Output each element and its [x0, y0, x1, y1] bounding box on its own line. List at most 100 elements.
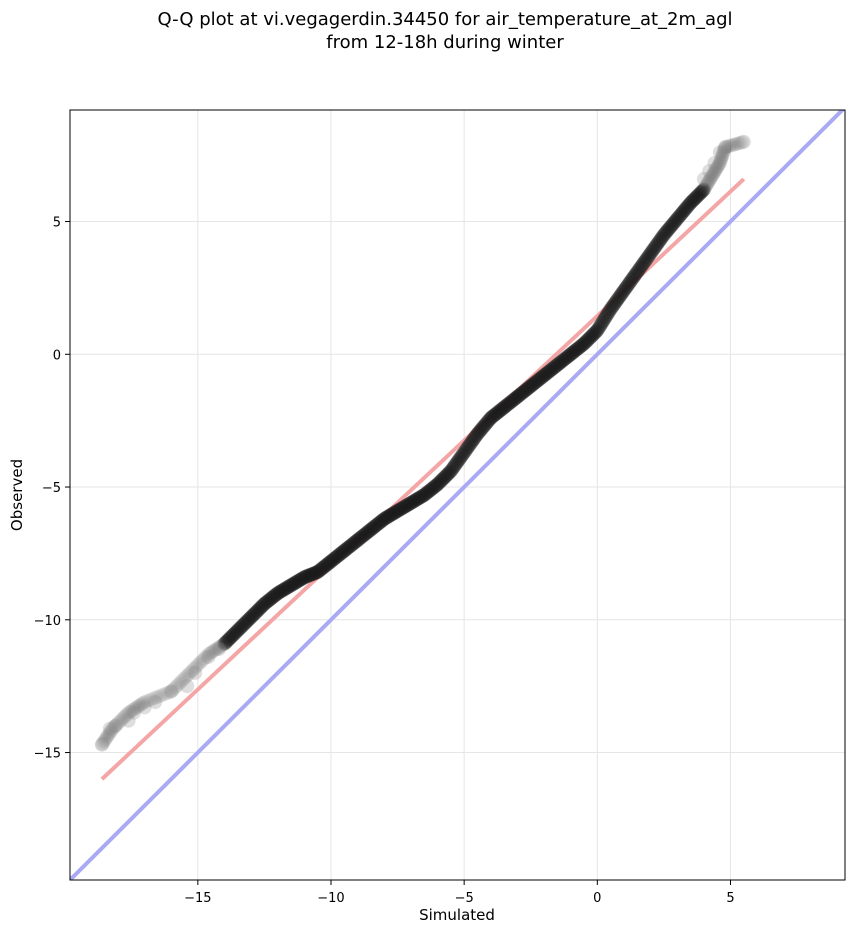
qq-point: [706, 166, 721, 181]
qq-point: [295, 571, 310, 586]
qq-point: [518, 383, 533, 398]
qq-point: [242, 612, 257, 627]
qq-point: [397, 499, 412, 514]
qq-point: [529, 374, 544, 389]
qq-point: [528, 375, 543, 390]
qq-point: [290, 574, 305, 589]
qq-point: [692, 187, 707, 202]
qq-point: [303, 568, 318, 583]
qq-point: [704, 169, 719, 184]
qq-point: [337, 543, 352, 558]
qq-point: [605, 299, 620, 314]
qq-point: [121, 705, 136, 720]
qq-point: [522, 379, 537, 394]
qq-point: [343, 538, 358, 553]
qq-point: [732, 136, 747, 150]
qq-point: [164, 684, 179, 699]
qq-point: [576, 337, 591, 352]
qq-point: [544, 362, 559, 377]
qq-point: [234, 619, 249, 634]
qq-point: [538, 367, 553, 382]
qq-point: [686, 193, 701, 208]
qq-point: [246, 607, 261, 622]
qq-point: [594, 317, 609, 332]
qq-point: [582, 330, 597, 345]
qq-point: [465, 433, 480, 448]
qq-point: [610, 292, 625, 307]
qq-point: [440, 467, 455, 482]
qq-point: [247, 606, 262, 621]
qq-point: [550, 357, 565, 372]
qq-point: [712, 156, 727, 171]
qq-point: [649, 238, 664, 253]
qq-point: [726, 137, 741, 152]
qq-point: [366, 520, 381, 535]
qq-point: [245, 609, 260, 624]
qq-point: [583, 330, 598, 345]
qq-point: [631, 263, 646, 278]
qq-point: [422, 483, 437, 498]
qq-point: [220, 633, 235, 648]
qq-point: [396, 500, 411, 515]
qq-point: [198, 649, 213, 664]
qq-point: [630, 264, 645, 279]
qq-point: [208, 642, 223, 657]
qq-point: [316, 560, 331, 575]
qq-point: [525, 377, 540, 392]
qq-point: [409, 492, 424, 507]
qq-point: [197, 651, 212, 666]
qq-point: [502, 395, 517, 410]
qq-point: [481, 413, 496, 428]
qq-point: [644, 245, 659, 260]
qq-point: [557, 352, 572, 367]
qq-point: [357, 527, 372, 542]
qq-point: [162, 685, 177, 700]
qq-point: [96, 735, 111, 750]
qq-point: [443, 464, 458, 479]
qq-point: [356, 528, 371, 543]
qq-point: [112, 714, 127, 729]
qq-point: [552, 356, 567, 371]
qq-point: [373, 514, 388, 529]
qq-point: [492, 404, 507, 419]
qq-point: [599, 308, 614, 323]
qq-point: [495, 401, 510, 416]
qq-point: [248, 605, 263, 620]
qq-point: [654, 230, 669, 245]
qq-point: [581, 331, 596, 346]
qq-point: [327, 551, 342, 566]
qq-point: [209, 642, 224, 656]
qq-point: [314, 561, 329, 576]
qq-point: [723, 138, 738, 153]
qq-point: [719, 139, 734, 154]
qq-point: [452, 452, 467, 467]
qq-point: [505, 393, 520, 408]
qq-point: [113, 713, 128, 728]
y-tick-label: −5: [42, 481, 61, 496]
qq-point: [641, 249, 656, 264]
qq-point: [323, 554, 338, 569]
qq-point: [391, 503, 406, 518]
qq-point: [254, 599, 269, 614]
qq-point: [458, 444, 473, 459]
qq-point: [621, 276, 636, 291]
qq-point: [720, 139, 735, 154]
qq-point: [395, 501, 410, 516]
qq-point: [126, 702, 141, 717]
qq-point: [482, 412, 497, 427]
qq-point: [390, 503, 405, 518]
tail-point: [148, 695, 163, 710]
qq-point: [548, 359, 563, 374]
qq-point: [549, 358, 564, 373]
qq-point: [624, 272, 639, 287]
qq-point: [341, 540, 356, 555]
qq-point: [619, 279, 634, 294]
qq-point: [684, 194, 699, 209]
qq-point: [523, 379, 538, 394]
qq-point: [593, 318, 608, 333]
qq-point: [730, 136, 745, 151]
qq-point: [690, 189, 705, 204]
qq-point: [653, 233, 668, 248]
qq-point: [111, 715, 126, 730]
qq-point: [695, 183, 710, 198]
